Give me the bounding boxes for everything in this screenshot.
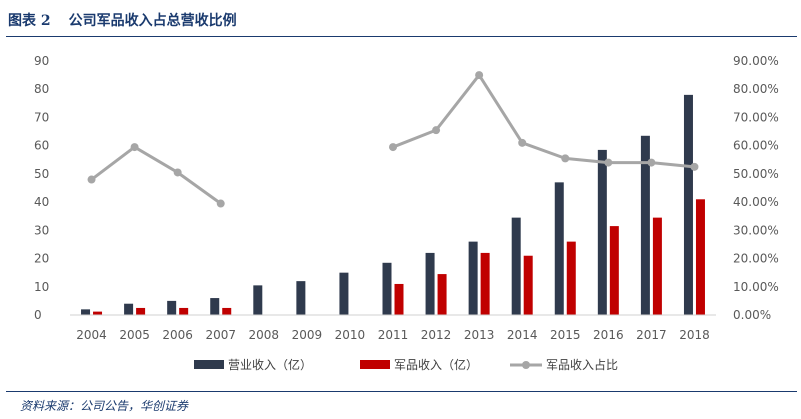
ratio-point	[389, 143, 397, 152]
x-tick-label: 2010	[335, 328, 366, 342]
bar-series	[81, 94, 705, 315]
source-note: 资料来源：公司公告，华创证券	[20, 399, 189, 413]
revenue-bar	[683, 94, 693, 315]
military-revenue-bar	[609, 226, 619, 315]
revenue-bar	[425, 252, 435, 315]
revenue-bar	[296, 281, 306, 315]
legend-swatch	[360, 360, 390, 369]
right-tick-label: 60.00%	[733, 139, 779, 153]
ratio-line-segment	[90, 145, 222, 205]
figure-title: 图表 2 公司军品收入占总营收比例	[8, 10, 237, 30]
legend-label: 军品收入占比	[546, 357, 618, 372]
legend-label: 营业收入（亿）	[228, 357, 312, 372]
revenue-bar	[124, 303, 134, 315]
left-tick-label: 90	[34, 54, 49, 68]
title-rule	[6, 36, 797, 37]
revenue-bar	[640, 135, 650, 315]
right-tick-label: 80.00%	[733, 82, 779, 96]
revenue-bar	[253, 285, 263, 315]
left-tick-label: 40	[34, 195, 49, 209]
figure-title-text: 公司军品收入占总营收比例	[68, 13, 237, 29]
x-tick-label: 2013	[464, 328, 495, 342]
left-axis-ticks: 0 10 20 30 40 50 60 70 80 90	[34, 54, 49, 322]
revenue-bar	[597, 149, 607, 315]
revenue-bar	[511, 217, 521, 315]
x-axis-ticks: 2004 2005 2006 2007 2008 2009 2010 2011 2012 2013…	[76, 328, 709, 342]
source-rule	[6, 391, 797, 392]
right-tick-label: 70.00%	[733, 110, 779, 124]
military-revenue-bar	[222, 307, 232, 315]
right-tick-label: 90.00%	[733, 54, 779, 68]
figure-label: 图表 2	[8, 13, 51, 29]
x-tick-label: 2008	[249, 328, 280, 342]
ratio-point	[87, 175, 96, 184]
military-revenue-bar	[566, 241, 576, 315]
military-revenue-bar	[480, 252, 490, 315]
military-revenue-bar	[437, 274, 447, 315]
right-tick-label: 50.00%	[733, 167, 779, 181]
ratio-point	[647, 158, 656, 167]
military-revenue-bar	[523, 255, 533, 315]
left-tick-label: 20	[34, 252, 49, 266]
ratio-line-segment	[392, 73, 695, 169]
left-tick-label: 0	[34, 308, 42, 322]
x-tick-label: 2017	[636, 328, 667, 342]
revenue-bar	[81, 309, 91, 315]
right-tick-label: 0.00%	[733, 308, 771, 322]
revenue-bar	[210, 298, 220, 315]
x-tick-label: 2009	[292, 328, 323, 342]
ratio-point	[690, 162, 699, 171]
x-tick-label: 2007	[205, 328, 236, 342]
right-axis-ticks: 0.00% 10.00% 20.00% 30.00% 40.00% 50.00% 60.00…	[733, 54, 779, 322]
left-tick-label: 60	[34, 139, 49, 153]
right-tick-label: 40.00%	[733, 195, 779, 209]
right-tick-label: 20.00%	[733, 252, 779, 266]
military-revenue-bar	[136, 307, 146, 315]
left-tick-label: 70	[34, 110, 49, 124]
x-tick-label: 2014	[507, 328, 538, 342]
ratio-point	[518, 138, 527, 147]
ratio-point	[561, 154, 570, 163]
right-tick-label: 10.00%	[733, 280, 779, 294]
left-tick-label: 80	[34, 82, 49, 96]
military-revenue-bar	[394, 283, 404, 315]
ratio-point	[604, 158, 613, 167]
x-tick-label: 2004	[76, 328, 107, 342]
left-tick-label: 10	[34, 280, 49, 294]
military-revenue-bar	[93, 311, 103, 315]
x-tick-label: 2005	[119, 328, 150, 342]
revenue-bar	[339, 272, 349, 315]
military-revenue-bar	[179, 307, 189, 315]
military-revenue-bar	[695, 199, 705, 315]
left-tick-label: 30	[34, 223, 49, 237]
right-tick-label: 30.00%	[733, 223, 779, 237]
x-tick-label: 2016	[593, 328, 624, 342]
revenue-bar	[468, 241, 478, 315]
legend-marker	[522, 361, 530, 369]
revenue-bar	[382, 262, 392, 315]
left-tick-label: 50	[34, 167, 49, 181]
ratio-line-series	[87, 71, 699, 208]
ratio-point	[475, 71, 484, 80]
ratio-point	[173, 168, 182, 177]
revenue-bar	[554, 182, 564, 315]
legend-swatch	[194, 360, 224, 369]
legend: 营业收入（亿） 军品收入（亿） 军品收入占比	[194, 357, 618, 372]
ratio-point	[130, 143, 139, 152]
revenue-bar	[167, 300, 177, 315]
legend-label: 军品收入（亿）	[394, 357, 478, 372]
x-tick-label: 2006	[162, 328, 193, 342]
ratio-point	[432, 126, 441, 135]
x-tick-label: 2011	[378, 328, 409, 342]
x-tick-label: 2012	[421, 328, 452, 342]
military-revenue-bar	[652, 217, 662, 315]
x-tick-label: 2015	[550, 328, 581, 342]
x-tick-label: 2018	[679, 328, 710, 342]
ratio-point	[216, 199, 225, 208]
